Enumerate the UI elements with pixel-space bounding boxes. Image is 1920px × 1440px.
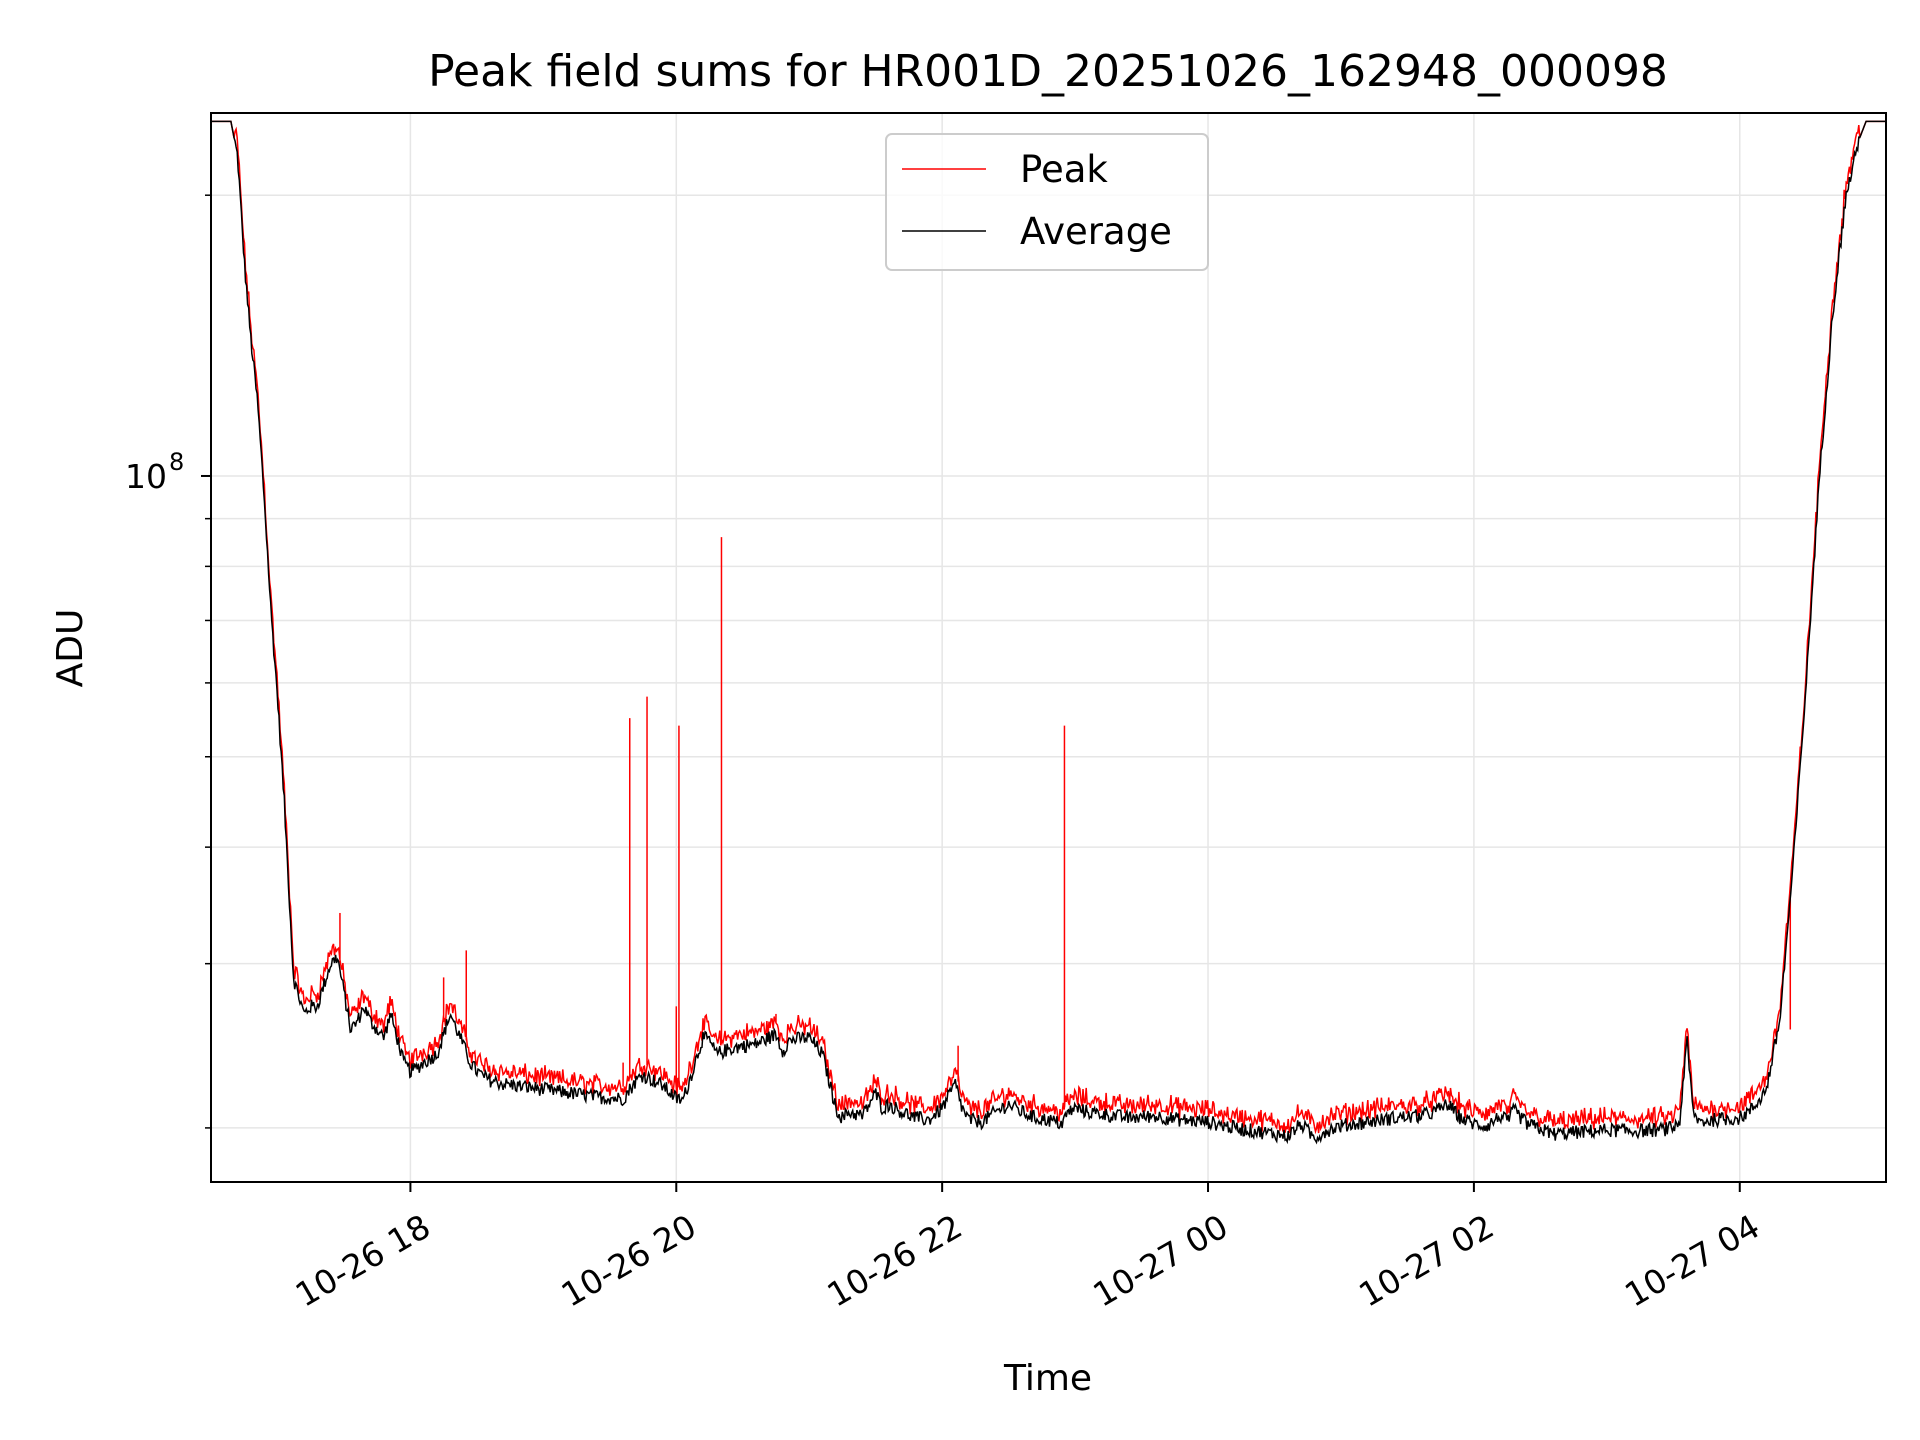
y-tick-label-base: 10	[125, 457, 167, 496]
legend-box	[885, 133, 1209, 271]
legend-average-label: Average	[1020, 210, 1172, 253]
y-tick-label-exponent: 8	[169, 448, 184, 476]
series-average-line	[211, 120, 1886, 1145]
legend: Peak Average	[885, 133, 1209, 271]
x-axis-label: Time	[1003, 1358, 1092, 1399]
chart-title: Peak field sums for HR001D_20251026_1629…	[428, 46, 1668, 97]
legend-peak-label: Peak	[1020, 148, 1108, 191]
series-layer	[211, 120, 1886, 1145]
series-peak-line	[211, 120, 1886, 1135]
y-axis-label: ADU	[50, 609, 91, 688]
plot-frame	[210, 112, 1887, 1183]
